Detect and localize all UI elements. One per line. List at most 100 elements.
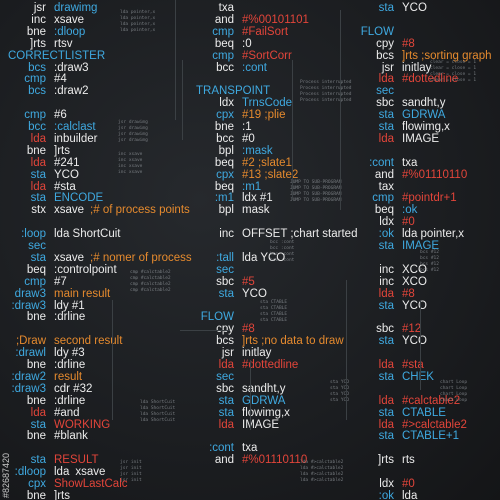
small-code-text: sta YCO xyxy=(330,386,349,391)
code-line: sta ENCODE xyxy=(8,192,109,204)
code-token: txa xyxy=(402,156,418,169)
small-code-text: sta CTABLE xyxy=(260,318,288,323)
code-line: lda #sta xyxy=(356,359,430,371)
code-token: TRANSPOINT xyxy=(196,85,271,98)
code-token: #%00101101 xyxy=(242,13,309,26)
code-line: cmp #7 xyxy=(8,276,73,288)
code-token: mask xyxy=(242,204,270,217)
code-token: lda xyxy=(30,406,46,419)
code-token: #sta xyxy=(402,359,424,371)
code-token: cmp xyxy=(212,49,234,62)
code-line xyxy=(196,73,242,85)
code-line xyxy=(356,442,402,454)
code-token: jsr xyxy=(33,2,46,14)
code-line: ]rts rtsv xyxy=(8,38,79,50)
code-line xyxy=(356,145,402,157)
code-line: :m1 ldx #1 xyxy=(196,192,279,204)
small-code-text: bcc :cont xyxy=(270,258,295,263)
code-token: lda pointer,x xyxy=(402,228,465,241)
code-token: bne xyxy=(26,25,46,38)
small-code-text: sta YCO xyxy=(330,392,349,397)
code-token: sta xyxy=(378,240,394,252)
code-token: inc xyxy=(31,13,46,26)
code-token: bcs xyxy=(216,335,234,348)
code-token: #13 ;slate2 xyxy=(242,168,299,181)
code-token: sta xyxy=(378,430,394,443)
code-token: ShowLastCalc xyxy=(54,478,128,490)
small-code-text: lda pointer,x xyxy=(120,28,156,33)
code-line: :ok lda xyxy=(356,490,423,500)
code-token: stx xyxy=(31,204,46,217)
small-code-text: clear = close = 1 xyxy=(430,78,477,83)
code-token: sta xyxy=(378,2,394,14)
code-token: lda xyxy=(378,418,394,431)
small-code-text: lda ShortCuit xyxy=(140,412,176,417)
small-code-text: sta CTABLE xyxy=(260,312,288,317)
small-code-text: lda #>calctable2 xyxy=(300,478,344,483)
code-line: cpy #8 xyxy=(356,38,421,50)
code-line: bne]rts xyxy=(8,490,76,500)
code-token: YCO xyxy=(402,335,427,348)
code-token: ldy #3 xyxy=(54,347,85,360)
code-token: lda YCO xyxy=(242,251,286,264)
code-token: ]rts xyxy=(30,37,46,50)
code-token: bcs xyxy=(28,85,46,98)
code-line: bpl :mask xyxy=(196,145,279,157)
code-line: lda #calctable2 xyxy=(356,395,466,407)
code-token: YCO xyxy=(242,287,267,300)
code-line: sbc sandht,y xyxy=(196,383,291,395)
code-token: cmp xyxy=(212,25,234,38)
code-token: sbc xyxy=(376,97,394,110)
code-token: sta xyxy=(30,418,46,431)
code-token: YCO xyxy=(402,299,427,312)
small-code-text: Process interrupted xyxy=(300,92,352,97)
code-token: ]rts xyxy=(54,489,70,500)
code-token: :tall xyxy=(216,251,234,264)
code-token: cpx xyxy=(28,478,46,490)
code-token: CHEK xyxy=(402,370,434,383)
small-code-text: lda #>calctable2 xyxy=(300,460,344,465)
code-token: :draw3 xyxy=(11,299,46,312)
code-token: :m1 xyxy=(242,180,262,193)
code-token: inbuilder xyxy=(54,132,98,145)
code-token: :mask xyxy=(242,144,273,157)
code-line: sta WORKING xyxy=(8,419,116,431)
code-token: lda xyxy=(378,394,394,407)
code-token: #6 xyxy=(54,109,67,122)
code-token: #dottedline xyxy=(242,359,299,371)
code-token: :loop xyxy=(21,228,46,241)
code-token: sta xyxy=(30,454,46,467)
code-token: #0 xyxy=(402,478,415,490)
small-code-text: chart Loop xyxy=(440,398,468,403)
watermark-text: #82687420 xyxy=(1,452,11,498)
code-line: sta YCO xyxy=(8,169,85,181)
divider-line xyxy=(112,300,113,420)
code-line: cmp #SortCorr xyxy=(196,50,298,62)
code-token: inc xyxy=(379,275,394,288)
code-token: ]rts ;no data to draw xyxy=(242,335,344,348)
code-token: IMAGE xyxy=(242,418,280,431)
code-line xyxy=(356,14,402,26)
code-token: ]rts ;sorting graph xyxy=(402,49,492,62)
code-token: GDRWA xyxy=(242,394,286,407)
code-token: :cont xyxy=(369,156,394,169)
code-token: #pointdr+1 xyxy=(402,192,457,205)
small-code-text: cmp #calctable2 xyxy=(130,276,171,281)
code-token: WORKING xyxy=(54,418,111,431)
code-token: bcs xyxy=(28,61,46,74)
code-line: sta YCO xyxy=(356,300,433,312)
code-token: lda xyxy=(378,359,394,371)
code-token: :draw2 xyxy=(11,370,46,383)
code-line: sta xsave ;# nomer of process xyxy=(8,252,198,264)
code-line: sta flowimg,x xyxy=(196,407,296,419)
code-line: sec xyxy=(196,371,242,383)
code-token: #0 xyxy=(242,132,255,145)
code-token: cpx xyxy=(216,109,234,122)
code-token: bpl xyxy=(218,144,234,157)
code-line: sta flowimg,x xyxy=(356,121,456,133)
code-line: beq:m1 xyxy=(196,181,267,193)
code-token: sbc xyxy=(216,382,234,395)
code-token: lda xyxy=(402,489,418,500)
code-line: tax xyxy=(356,181,402,193)
